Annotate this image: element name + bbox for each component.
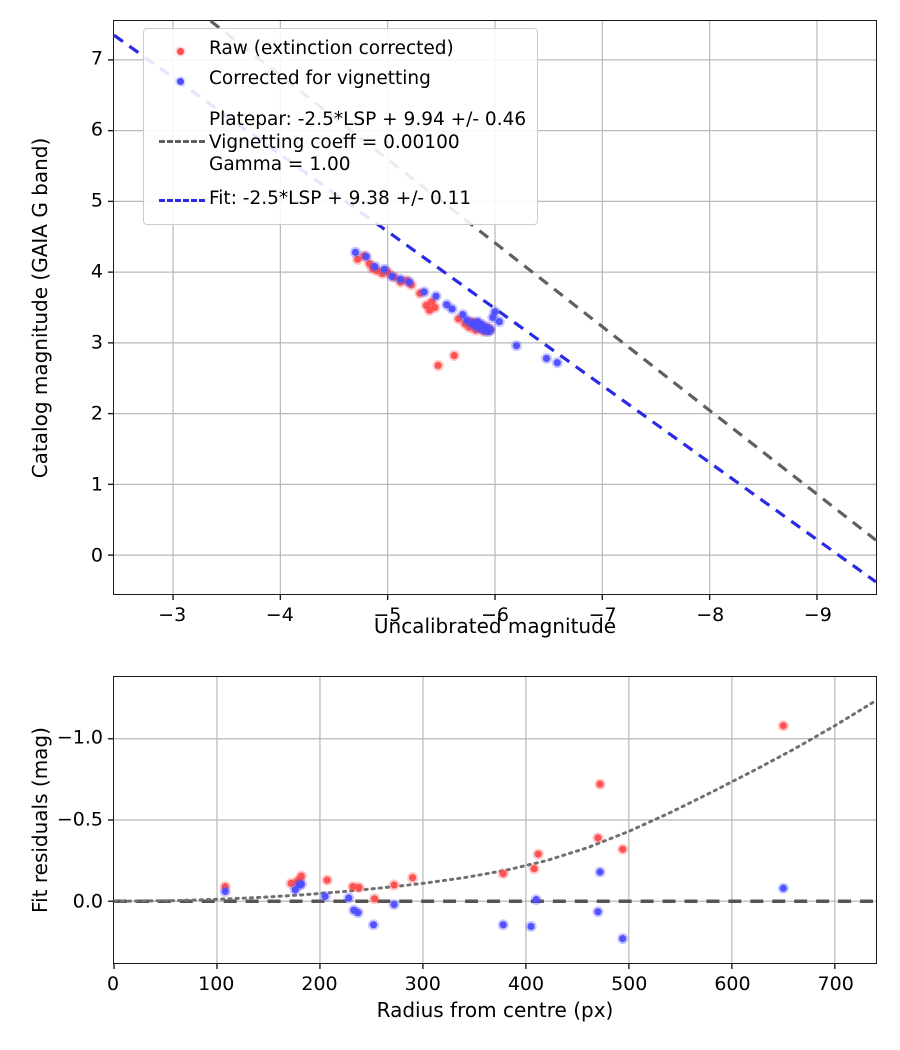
legend-key-platepar-line xyxy=(155,96,209,186)
x-tick-label: 100 xyxy=(198,973,235,995)
legend-label-platepar-group: Platepar: -2.5*LSP + 9.94 +/- 0.46 Vigne… xyxy=(209,96,526,186)
magnitude-plot-canvas xyxy=(113,19,877,594)
legend-key-raw-marker xyxy=(155,36,209,66)
y-tick-label: 6 xyxy=(90,118,103,141)
x-tick-label: 200 xyxy=(301,973,338,995)
x-tick-label: −7 xyxy=(588,604,617,626)
y-tick-label: 5 xyxy=(90,189,103,212)
x-tick-label: −6 xyxy=(480,604,510,626)
legend-entry-raw: Raw (extinction corrected) xyxy=(155,36,526,66)
residuals-plot-axes xyxy=(108,676,878,969)
y-tick-label: −1.0 xyxy=(56,726,103,749)
residuals-plot-canvas xyxy=(112,677,878,963)
legend-key-corrected-marker xyxy=(155,66,209,96)
legend-entry-corrected: Corrected for vignetting xyxy=(155,66,526,96)
y-tick-label: 3 xyxy=(90,331,103,354)
y-tick-label: 4 xyxy=(90,260,103,283)
y-tick-label: 2 xyxy=(90,402,103,425)
x-tick-label: −4 xyxy=(265,604,294,626)
x-tick-label: 400 xyxy=(507,973,545,995)
legend-label-gamma: Gamma = 1.00 xyxy=(209,154,351,176)
legend-label-corrected: Corrected for vignetting xyxy=(209,68,431,89)
legend-label-fit: Fit: -2.5*LSP + 9.38 +/- 0.11 xyxy=(209,188,472,209)
y-tick-label: 0.0 xyxy=(72,890,103,913)
legend-entry-platepar: Platepar: -2.5*LSP + 9.94 +/- 0.46 Vigne… xyxy=(155,96,526,186)
blue-dashed-line-icon xyxy=(159,199,205,202)
blue-dot-icon xyxy=(177,78,184,85)
residuals-x-axis-title: Radius from centre (px) xyxy=(376,998,614,1022)
x-tick-label: 600 xyxy=(714,973,751,995)
legend-label-raw: Raw (extinction corrected) xyxy=(209,38,454,59)
x-tick-label: 300 xyxy=(404,973,441,995)
x-tick-label: 500 xyxy=(611,973,648,995)
legend-entry-fit: Fit: -2.5*LSP + 9.38 +/- 0.11 xyxy=(155,186,526,216)
x-tick-label: −9 xyxy=(803,604,832,626)
gray-dashed-line-icon xyxy=(159,140,205,143)
magnitude-x-axis-title: Uncalibrated magnitude xyxy=(373,614,617,638)
x-tick-label: 0 xyxy=(106,973,120,995)
y-tick-label: 0 xyxy=(90,544,103,567)
y-tick-label: −0.5 xyxy=(56,808,103,831)
legend-label-platepar: Platepar: -2.5*LSP + 9.94 +/- 0.46 xyxy=(209,109,527,131)
x-tick-label: 700 xyxy=(817,973,854,995)
legend-label-vignetting-coeff: Vignetting coeff = 0.00100 xyxy=(209,131,460,153)
residuals-y-axis-title: Fit residuals (mag) xyxy=(28,727,52,913)
legend: Raw (extinction corrected) Corrected for… xyxy=(143,28,539,225)
y-tick-label: 1 xyxy=(90,473,103,496)
red-dot-icon xyxy=(177,48,184,55)
x-tick-label: −5 xyxy=(373,604,402,626)
y-tick-label: 7 xyxy=(90,47,103,70)
legend-key-fit-line xyxy=(155,186,209,216)
x-tick-label: −3 xyxy=(158,604,187,626)
x-tick-label: −8 xyxy=(696,604,725,626)
